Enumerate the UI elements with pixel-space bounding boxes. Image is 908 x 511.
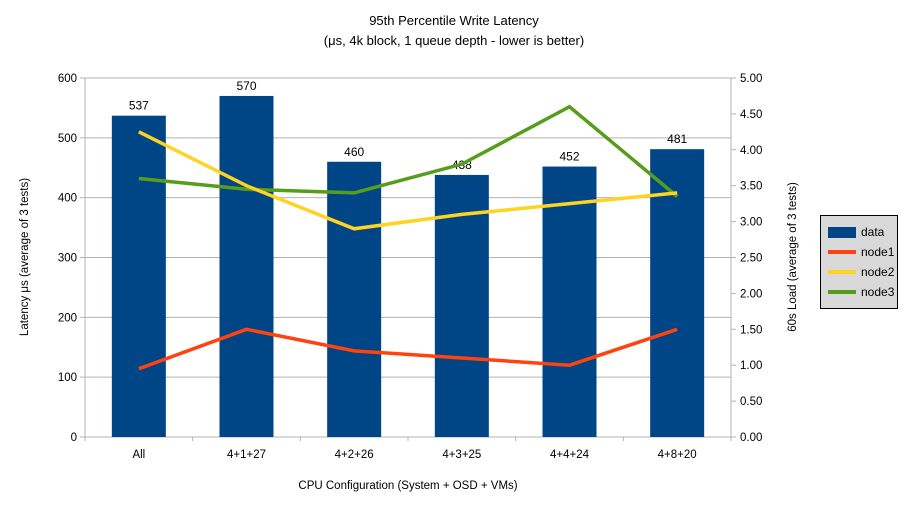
legend-item-node2: node2 (828, 262, 897, 282)
category-label: 4+3+25 (442, 449, 481, 461)
category-label: 4+4+24 (550, 449, 590, 461)
bar-value-label: 481 (667, 132, 687, 146)
bar-4+8+20 (650, 149, 705, 437)
bar-value-label: 570 (236, 79, 256, 93)
left-tick-label: 300 (58, 253, 77, 265)
legend-line-swatch-icon (828, 290, 856, 294)
bar-4+4+24 (542, 166, 597, 437)
right-tick-label: 1.50 (740, 324, 762, 336)
right-tick-label: 3.50 (740, 181, 762, 193)
left-tick-label: 0 (71, 432, 77, 444)
category-label: All (132, 449, 145, 461)
category-label: 4+1+27 (227, 449, 266, 461)
legend-line-swatch-icon (828, 270, 856, 274)
legend-label: data (861, 225, 885, 239)
chart-title: 95th Percentile Write Latency (369, 13, 539, 28)
right-tick-label: 3.00 (740, 217, 762, 229)
chart-subtitle: (μs, 4k block, 1 queue depth - lower is … (323, 33, 585, 48)
right-tick-label: 4.00 (740, 145, 762, 157)
left-tick-label: 100 (58, 372, 77, 384)
right-tick-label: 1.00 (740, 360, 762, 372)
right-tick-label: 0.00 (740, 432, 762, 444)
bar-All (111, 115, 166, 437)
legend-item-node1: node1 (828, 242, 897, 262)
category-label: 4+2+26 (335, 449, 374, 461)
right-tick-label: 4.50 (740, 109, 762, 121)
left-tick-label: 200 (58, 312, 77, 324)
bar-4+3+25 (434, 174, 489, 437)
right-tick-label: 0.50 (740, 396, 762, 408)
left-tick-label: 400 (58, 193, 77, 205)
bar-4+2+26 (327, 161, 382, 437)
legend-line-swatch-icon (828, 250, 856, 254)
bar-4+1+27 (219, 95, 274, 437)
right-tick-label: 2.00 (740, 288, 762, 300)
bar-value-label: 460 (344, 145, 364, 159)
legend-item-node3: node3 (828, 282, 897, 302)
legend-label: node1 (861, 245, 895, 259)
x-axis-title: CPU Configuration (System + OSD + VMs) (298, 480, 518, 492)
line-series-node1 (138, 327, 678, 371)
legend-label: node3 (861, 285, 895, 299)
legend-label: node2 (861, 265, 895, 279)
category-label: 4+8+20 (658, 449, 697, 461)
right-tick-label: 2.50 (740, 253, 762, 265)
legend: data node1 node2 node3 (820, 215, 898, 309)
bar-value-label: 537 (129, 99, 149, 113)
bar-value-label: 452 (559, 150, 579, 164)
legend-item-data: data (828, 222, 897, 242)
right-tick-label: 5.00 (740, 73, 762, 85)
left-tick-label: 500 (58, 133, 77, 145)
line-series-node3 (138, 104, 679, 198)
line-series-node2 (138, 130, 678, 231)
left-tick-label: 600 (58, 73, 77, 85)
legend-bar-swatch-icon (828, 226, 856, 238)
